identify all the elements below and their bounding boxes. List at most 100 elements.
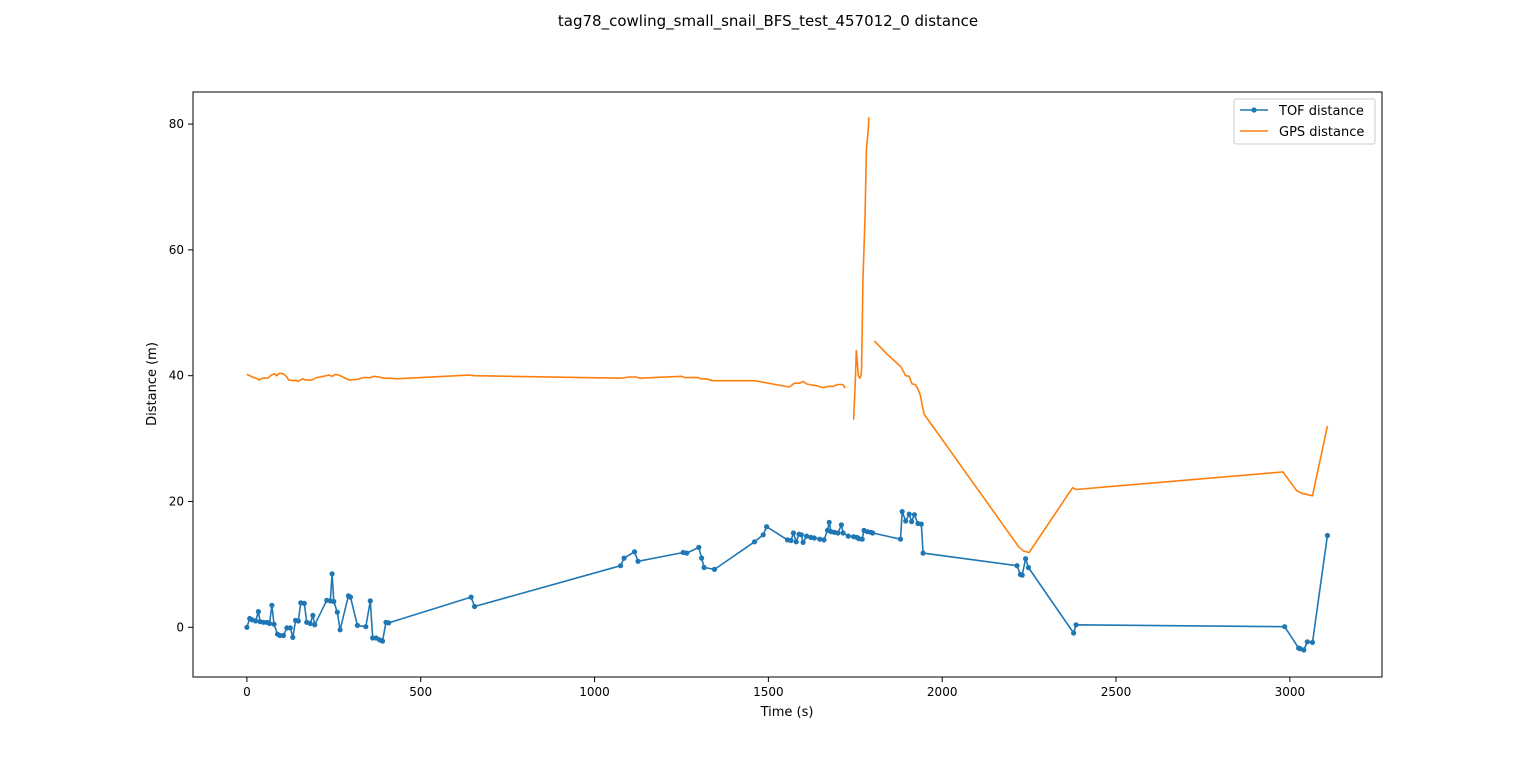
tof-distance-point xyxy=(811,535,817,541)
x-tick-label: 1500 xyxy=(753,685,784,699)
tof-distance-point xyxy=(817,536,823,542)
tof-distance-point xyxy=(379,638,386,644)
tof-distance-point xyxy=(631,549,638,555)
legend-tof-label: TOF distance xyxy=(1278,104,1364,119)
gps-distance-line-2 xyxy=(852,117,870,420)
tof-distance-point xyxy=(1282,624,1288,630)
tof-distance-point xyxy=(290,634,296,641)
y-tick-label: 0 xyxy=(176,620,184,634)
tof-distance-point xyxy=(798,532,805,538)
tof-distance-point xyxy=(911,512,918,518)
tof-distance-point xyxy=(301,600,307,607)
tof-distance-point xyxy=(840,530,846,536)
gps-distance-line-3 xyxy=(873,340,1329,554)
y-axis: 0 20 40 60 80 xyxy=(169,117,193,634)
tof-distance-point xyxy=(793,539,799,545)
tof-distance-point xyxy=(386,620,392,626)
tof-distance-point xyxy=(701,564,707,571)
y-axis-label: Distance (m) xyxy=(145,342,160,426)
tof-distance-point xyxy=(788,537,794,544)
tof-distance-point xyxy=(1014,563,1020,569)
tof-distance-point xyxy=(751,539,758,545)
tof-distance-point xyxy=(354,622,360,629)
tof-distance-point xyxy=(903,518,909,524)
tof-distance-point xyxy=(1304,639,1310,645)
tof-distance-point xyxy=(363,624,369,630)
tof-distance-point xyxy=(696,544,702,551)
series-layer xyxy=(244,117,1330,653)
tof-distance-point xyxy=(845,533,851,539)
tof-distance-point xyxy=(1071,630,1077,636)
plot-frame xyxy=(192,91,1383,678)
tof-distance-point xyxy=(244,624,250,630)
tof-distance-point xyxy=(899,509,905,515)
tof-distance-point xyxy=(760,532,766,538)
y-tick-label: 60 xyxy=(169,243,184,257)
tof-distance-point xyxy=(897,536,904,542)
tof-distance-point xyxy=(684,550,690,556)
tof-distance-point xyxy=(1309,639,1316,646)
tof-distance-point xyxy=(711,566,718,573)
tof-distance-point xyxy=(367,598,373,604)
tof-distance-point xyxy=(310,612,316,619)
tof-distance-point xyxy=(307,620,313,627)
x-tick-label: 0 xyxy=(243,685,251,699)
tof-distance-point xyxy=(334,609,340,615)
tof-distance-point xyxy=(621,555,627,561)
tof-distance-point xyxy=(835,530,841,536)
x-axis-label: Time (s) xyxy=(760,705,814,720)
x-tick-label: 1000 xyxy=(579,685,610,699)
tof-distance-point xyxy=(269,602,275,608)
gps-distance-line-1 xyxy=(246,372,846,389)
tof-distance-point xyxy=(909,519,915,525)
tof-distance-point xyxy=(331,598,337,605)
y-tick-label: 20 xyxy=(169,495,184,509)
tof-distance-point xyxy=(1019,572,1025,578)
tof-distance-point xyxy=(1301,647,1307,653)
chart-title: tag78_cowling_small_snail_BFS_test_45701… xyxy=(558,12,978,31)
tof-distance-point xyxy=(764,524,770,530)
legend-tof-marker xyxy=(1251,107,1257,113)
tof-distance-point xyxy=(255,609,261,615)
tof-distance-point xyxy=(329,571,335,577)
legend: TOF distance GPS distance xyxy=(1233,98,1376,145)
legend-gps-label: GPS distance xyxy=(1279,125,1364,140)
tof-distance-point xyxy=(337,627,343,633)
tof-distance-point xyxy=(618,563,624,569)
tof-distance-point xyxy=(800,539,806,546)
tof-distance-point xyxy=(826,519,832,525)
tof-distance-point xyxy=(266,620,273,627)
tof-distance-point xyxy=(821,537,827,543)
tof-distance-point xyxy=(790,530,797,536)
tof-distance-point xyxy=(472,603,478,610)
tof-distance-point xyxy=(1023,556,1029,562)
x-tick-label: 500 xyxy=(409,685,432,699)
tof-distance-point xyxy=(271,621,277,627)
tof-distance-point xyxy=(347,594,354,600)
legend-box xyxy=(1233,98,1376,145)
tof-distance-point xyxy=(287,625,293,631)
tof-distance-point xyxy=(280,632,286,639)
x-axis: 0 500 1000 1500 2000 2500 3000 xyxy=(243,677,1305,699)
tof-distance-point xyxy=(253,618,259,624)
plot-area: 0 500 1000 1500 2000 2500 3000 0 20 40 60 80 xyxy=(169,91,1383,699)
tof-distance-point xyxy=(468,594,474,600)
x-tick-label: 2500 xyxy=(1101,685,1132,699)
x-tick-label: 3000 xyxy=(1275,685,1306,699)
tof-distance-point xyxy=(918,521,924,527)
tof-distance-point xyxy=(312,622,318,628)
tof-distance-point xyxy=(859,536,865,542)
tof-distance-point xyxy=(699,555,705,561)
y-tick-label: 80 xyxy=(169,117,184,131)
tof-distance-point xyxy=(870,530,876,536)
tof-distance-point xyxy=(1025,564,1031,571)
tof-distance-point xyxy=(804,533,810,539)
tof-distance-point xyxy=(920,550,926,556)
tof-distance-point xyxy=(295,618,301,624)
y-tick-label: 40 xyxy=(169,369,184,383)
x-tick-label: 2000 xyxy=(927,685,958,699)
tof-distance-point xyxy=(1073,622,1079,628)
tof-distance-point xyxy=(1324,532,1330,539)
